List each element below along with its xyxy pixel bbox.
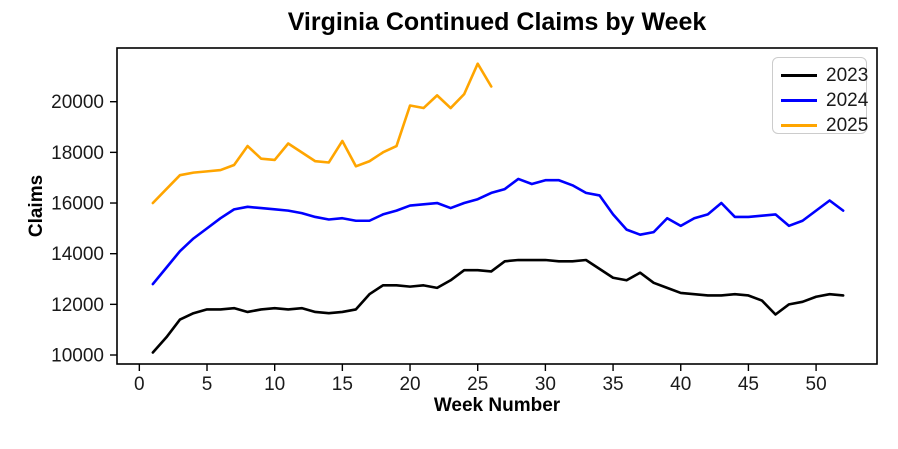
series-line-2025 [151, 62, 493, 205]
y-tick-label-12000: 12000 [51, 295, 104, 316]
legend-item-2024: 2024 [781, 88, 869, 113]
legend-swatch-2025 [781, 124, 817, 127]
x-tick-label-35: 35 [602, 374, 623, 395]
x-tick-label-0: 0 [134, 374, 145, 395]
chart-title: Virginia Continued Claims by Week [287, 8, 707, 36]
legend-swatch-2024 [781, 99, 817, 102]
y-tick-label-14000: 14000 [51, 244, 104, 265]
x-tick-label-30: 30 [535, 374, 556, 395]
legend-label-2025: 2025 [826, 115, 869, 136]
x-axis-label: Week Number [433, 395, 561, 416]
x-tick-label-10: 10 [264, 374, 285, 395]
legend-item-2023: 2023 [781, 63, 869, 88]
y-tick-label-20000: 20000 [51, 92, 104, 113]
series-line-2023 [151, 258, 845, 354]
legend-swatch-2023 [781, 74, 817, 77]
legend-label-2024: 2024 [826, 90, 869, 111]
y-tick-label-10000: 10000 [51, 346, 104, 367]
plot-frame [116, 47, 878, 365]
x-tick-label-50: 50 [806, 374, 827, 395]
x-tick-label-25: 25 [467, 374, 488, 395]
x-tick-label-5: 5 [202, 374, 213, 395]
x-tick-label-15: 15 [332, 374, 353, 395]
y-tick-label-18000: 18000 [51, 143, 104, 164]
legend-item-2025: 2025 [781, 113, 869, 138]
x-tick-label-45: 45 [738, 374, 759, 395]
series-line-2024 [151, 177, 845, 286]
y-tick-label-16000: 16000 [51, 194, 104, 215]
x-tick-label-40: 40 [670, 374, 691, 395]
legend-box: 2023 2024 2025 [772, 57, 869, 135]
y-axis-label: Claims [26, 174, 47, 238]
x-tick-label-20: 20 [399, 374, 420, 395]
legend-label-2023: 2023 [826, 65, 869, 86]
